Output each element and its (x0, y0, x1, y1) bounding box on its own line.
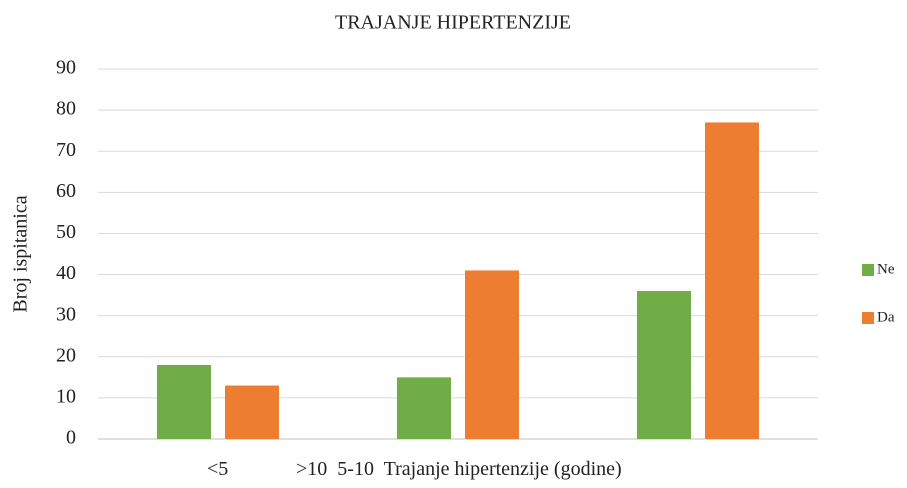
y-axis-label: Broj ispitanica (10, 195, 32, 312)
y-tick-label: 30 (56, 303, 76, 325)
legend-label: Ne (877, 261, 895, 277)
y-tick-label: 40 (56, 262, 76, 284)
y-tick-label: 70 (56, 139, 76, 161)
bar (397, 377, 451, 439)
y-tick-label: 80 (56, 98, 76, 120)
bar (157, 365, 211, 439)
bar (465, 270, 519, 439)
y-tick-label: 0 (66, 427, 76, 449)
legend-label: Da (877, 309, 895, 325)
y-tick-label: 20 (56, 344, 76, 366)
y-tick-label: 90 (56, 57, 76, 79)
bar (225, 385, 279, 439)
chart-title: TRAJANJE HIPERTENZIJE (335, 12, 571, 34)
legend-swatch (862, 312, 874, 324)
legend-swatch (862, 264, 874, 276)
y-tick-label: 60 (56, 180, 76, 202)
x-tick-label: <5 (207, 458, 228, 480)
x-axis-label: Trajanje hipertenzije (godine) (384, 458, 622, 480)
bar (637, 291, 691, 439)
x-tick-label: >10 (296, 458, 327, 480)
x-axis-row: <5 >10 5-10 Trajanje hipertenzije (godin… (207, 458, 622, 480)
y-tick-label: 10 (56, 385, 76, 407)
y-tick-label: 50 (56, 221, 76, 243)
x-tick-label: 5-10 (337, 458, 374, 480)
bar (705, 122, 759, 439)
